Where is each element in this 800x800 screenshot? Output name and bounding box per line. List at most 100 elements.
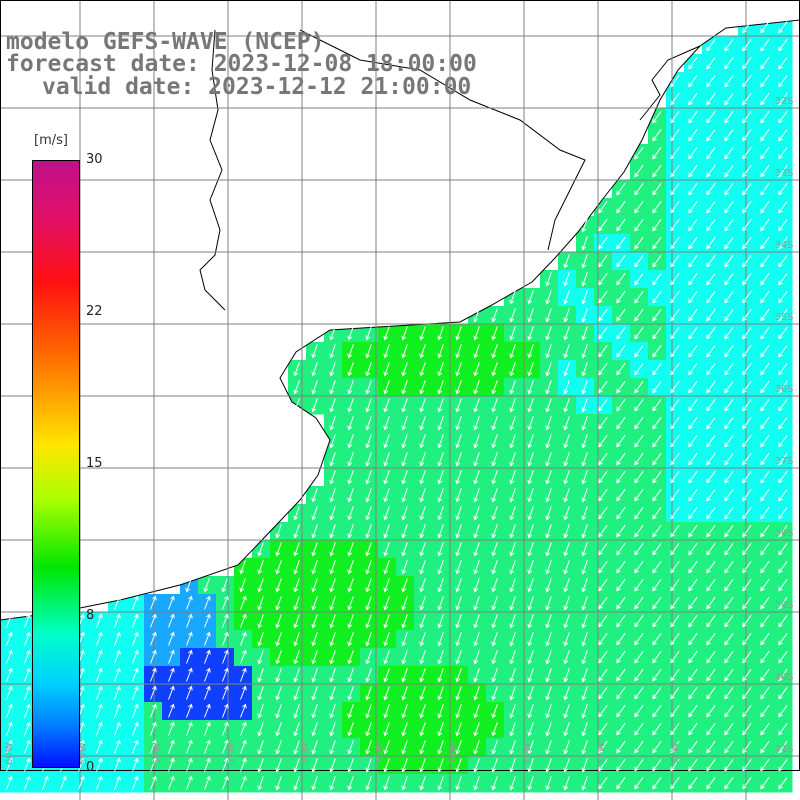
wind-arrow: [365, 578, 372, 593]
wind-arrow: [186, 631, 193, 646]
wind-arrow: [581, 740, 588, 755]
wind-arrow: [473, 650, 480, 665]
wind-arrow: [186, 775, 193, 790]
wind-arrow: [509, 290, 516, 305]
wind-arrow: [527, 686, 534, 701]
wind-arrow: [616, 201, 626, 214]
wind-arrow: [760, 39, 770, 52]
wind-arrow: [455, 326, 462, 341]
wind-arrow: [724, 687, 734, 700]
wind-arrow: [688, 579, 698, 592]
wind-arrow: [132, 595, 139, 610]
wind-arrow: [186, 595, 193, 610]
wind-arrow: [473, 308, 480, 323]
wind-arrow: [383, 506, 390, 521]
wind-arrow: [760, 57, 770, 70]
wind-arrow: [688, 255, 698, 268]
wind-arrow: [527, 398, 534, 413]
wind-arrow: [706, 165, 716, 178]
wind-arrow: [634, 597, 644, 610]
wind-arrow: [742, 309, 752, 322]
wind-arrow: [186, 721, 193, 736]
wind-arrow: [652, 525, 662, 538]
wind-arrow: [742, 741, 752, 754]
wind-arrow: [563, 398, 570, 413]
wind-arrow: [760, 507, 770, 520]
wind-arrow: [491, 506, 498, 521]
wind-arrow: [527, 578, 534, 593]
wind-arrow: [311, 614, 318, 629]
wind-arrow: [491, 452, 498, 467]
wind-arrow: [383, 632, 390, 647]
wind-arrow: [311, 776, 318, 791]
wind-arrow: [634, 147, 644, 160]
wind-arrow: [724, 57, 734, 70]
wind-arrow: [706, 237, 716, 250]
wind-arrow: [401, 614, 408, 629]
wind-arrow: [347, 650, 354, 665]
wind-arrow: [150, 631, 157, 646]
wind-arrow: [437, 632, 444, 647]
wind-arrow: [204, 775, 211, 790]
wind-arrow: [670, 777, 680, 790]
wind-arrow: [347, 740, 354, 755]
wind-arrow: [581, 488, 588, 503]
wind-arrow: [706, 687, 716, 700]
wind-arrow: [419, 614, 426, 629]
wind-arrow: [634, 381, 644, 394]
wind-arrow: [670, 417, 680, 430]
wind-arrow: [634, 543, 644, 556]
wind-arrow: [114, 739, 121, 754]
wind-arrow: [545, 380, 552, 395]
wind-arrow: [742, 291, 752, 304]
wind-arrow: [724, 273, 734, 286]
wind-arrow: [742, 93, 752, 106]
wind-arrow: [652, 255, 662, 268]
wind-arrow: [652, 345, 662, 358]
wind-arrow: [168, 703, 175, 718]
wind-arrow: [383, 542, 390, 557]
wind-arrow: [742, 435, 752, 448]
wind-arrow: [634, 687, 644, 700]
wind-arrow: [634, 615, 644, 628]
longitude-label: 60W: [4, 742, 15, 765]
wind-arrow: [742, 219, 752, 232]
wind-arrow: [401, 668, 408, 683]
wind-arrow: [473, 398, 480, 413]
wind-arrow: [257, 776, 264, 791]
wind-arrow: [509, 758, 516, 773]
wind-arrow: [778, 525, 788, 538]
wind-arrow: [724, 363, 734, 376]
wind-arrow: [383, 758, 390, 773]
wind-arrow: [347, 632, 354, 647]
wind-arrow: [473, 470, 480, 485]
wind-arrow: [186, 757, 193, 772]
wind-arrow: [616, 399, 626, 412]
wind-arrow: [347, 380, 354, 395]
wind-arrow: [509, 722, 516, 737]
wind-arrow: [652, 471, 662, 484]
wind-arrow: [760, 597, 770, 610]
wind-arrow: [383, 524, 390, 539]
wind-arrow: [706, 615, 716, 628]
wind-arrow: [311, 398, 318, 413]
wind-arrow: [706, 39, 716, 52]
wind-arrow: [168, 721, 175, 736]
wind-arrow: [652, 633, 662, 646]
wind-arrow: [634, 651, 644, 664]
wind-arrow: [706, 597, 716, 610]
wind-arrow: [581, 272, 588, 287]
wind-arrow: [634, 759, 644, 772]
wind-arrow: [563, 272, 570, 287]
wind-arrow: [401, 470, 408, 485]
wind-arrow: [240, 739, 247, 754]
wind-arrow: [383, 740, 390, 755]
wind-arrow: [706, 75, 716, 88]
wind-arrow: [652, 183, 662, 196]
wind-arrow: [509, 470, 516, 485]
wind-arrow: [509, 542, 516, 557]
wind-arrow: [455, 524, 462, 539]
wind-arrow: [311, 722, 318, 737]
wind-arrow: [150, 721, 157, 736]
wind-arrow: [455, 398, 462, 413]
